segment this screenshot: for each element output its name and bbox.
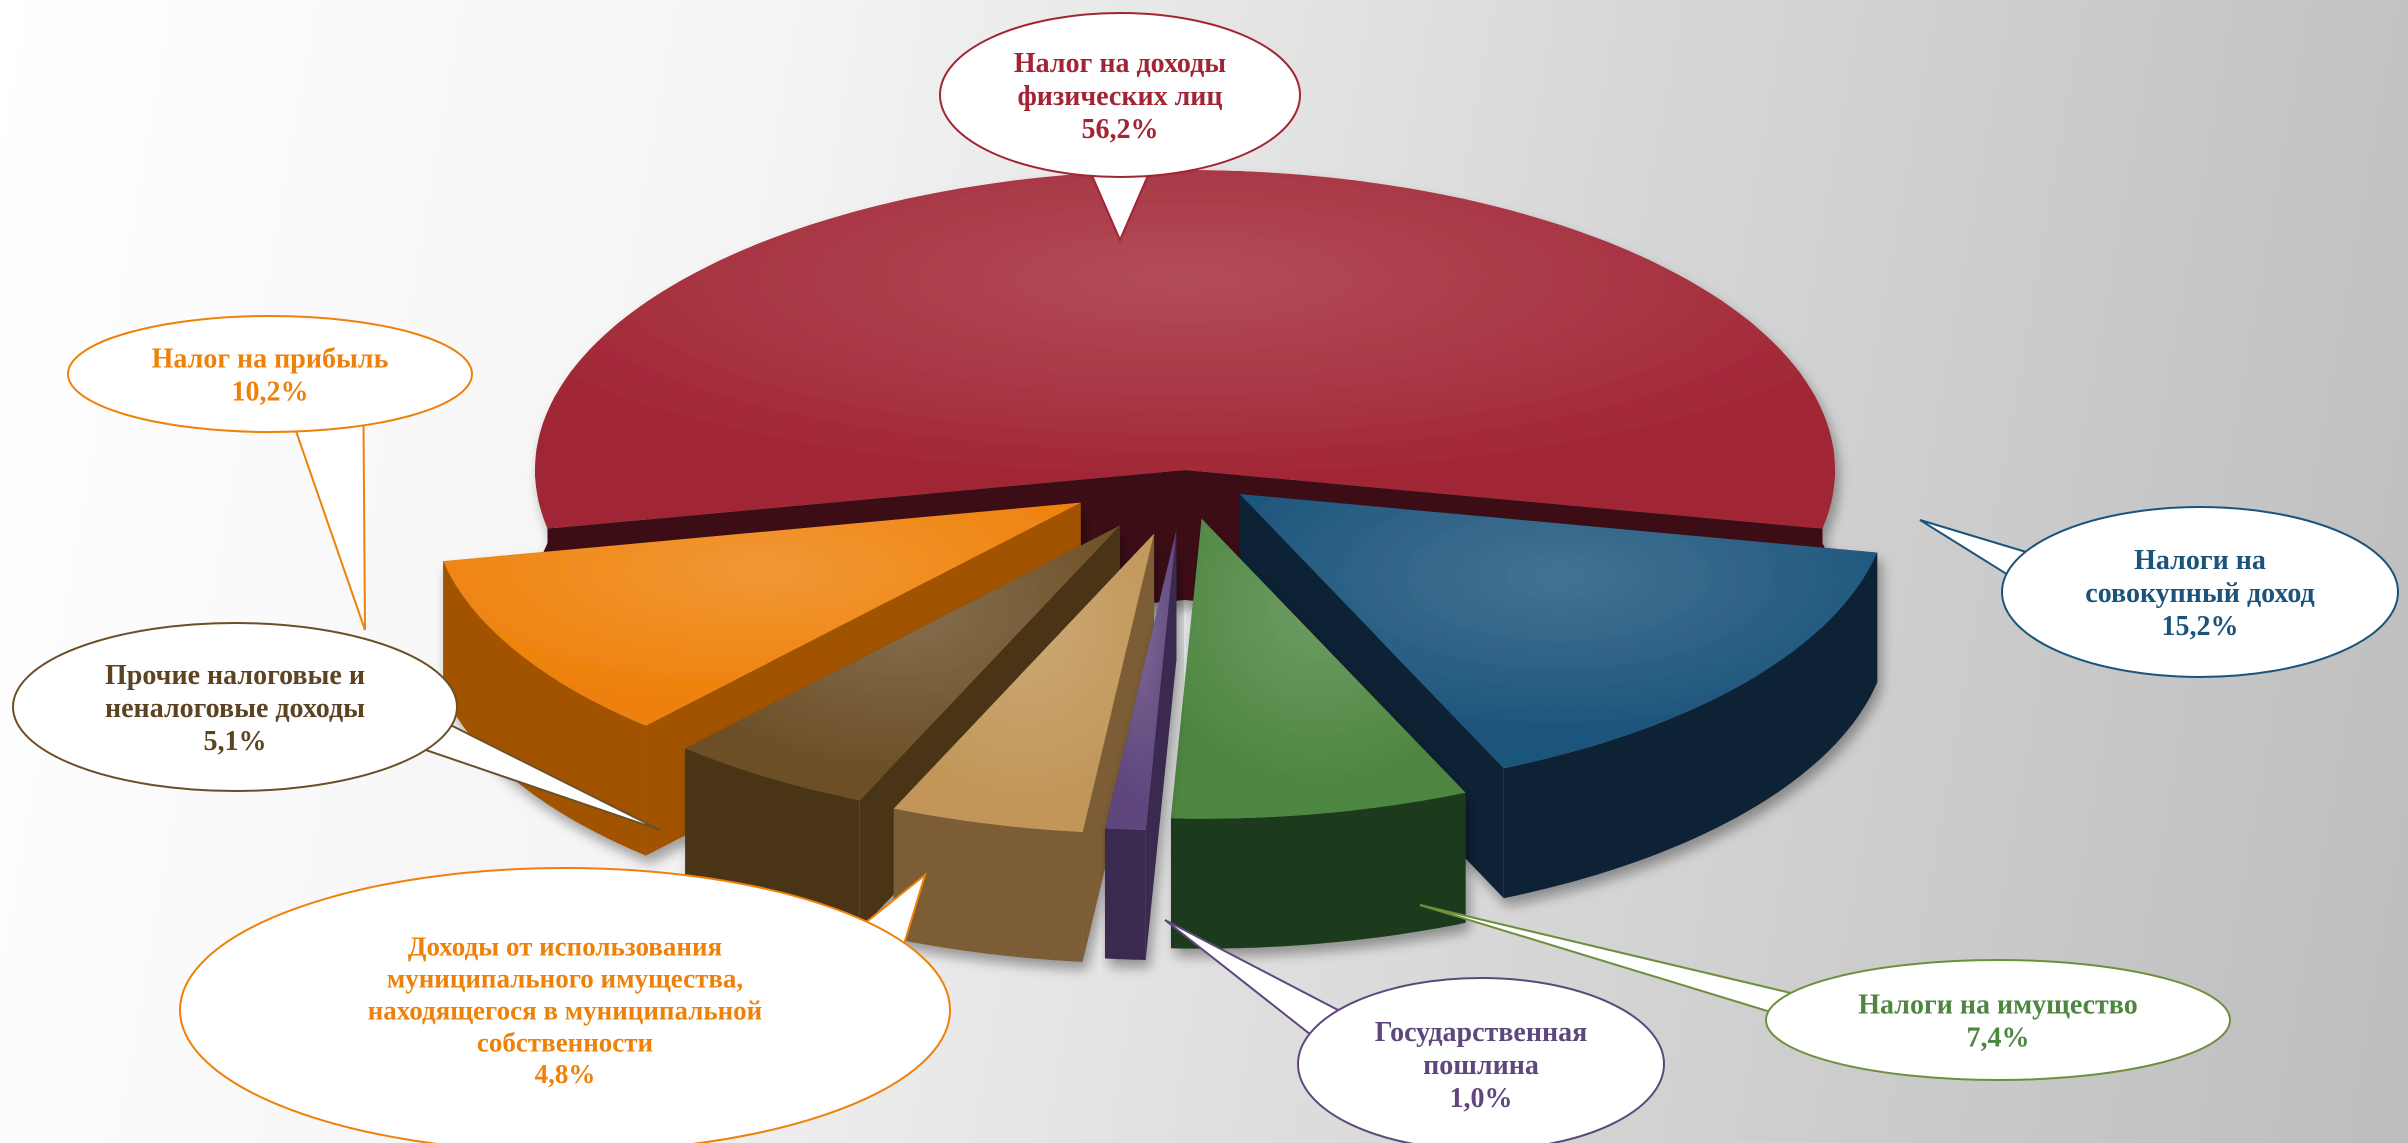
slice-category-label: физических лиц — [1017, 81, 1222, 112]
slice-category-label: Налог на доходы — [1014, 48, 1226, 79]
pie-slice — [1104, 530, 1177, 960]
slice-category-label: совокупный доход — [2085, 578, 2314, 609]
slice-category-label: неналоговые доходы — [105, 693, 365, 724]
slice-value-label: 1,0% — [1450, 1083, 1513, 1114]
slice-category-label: муниципального имущества, — [387, 964, 743, 994]
pie-slice — [685, 525, 1121, 931]
pie-slice — [893, 533, 1155, 962]
slice-value-label: 56,2% — [1082, 114, 1159, 145]
slice-category-label: Налог на прибыль — [152, 343, 389, 374]
slice-value-label: 7,4% — [1967, 1022, 2030, 1053]
slice-value-label: 4,8% — [535, 1059, 596, 1089]
slice-category-label: Государственная — [1375, 1017, 1588, 1048]
slice-value-label: 10,2% — [232, 376, 309, 407]
slice-category-label: Прочие налоговые и — [105, 660, 365, 691]
slice-category-label: Налоги на — [2134, 545, 2266, 576]
slice-category-label: пошлина — [1423, 1050, 1539, 1081]
slice-value-label: 5,1% — [204, 726, 267, 757]
slice-category-label: собственности — [477, 1027, 653, 1057]
slice-value-label: 15,2% — [2162, 611, 2239, 642]
slice-category-label: Доходы от использования — [408, 932, 722, 962]
slice-category-label: находящегося в муниципальной — [368, 996, 763, 1026]
slice-category-label: Налоги на имущество — [1858, 989, 2137, 1020]
pie-slice — [1170, 518, 1466, 949]
